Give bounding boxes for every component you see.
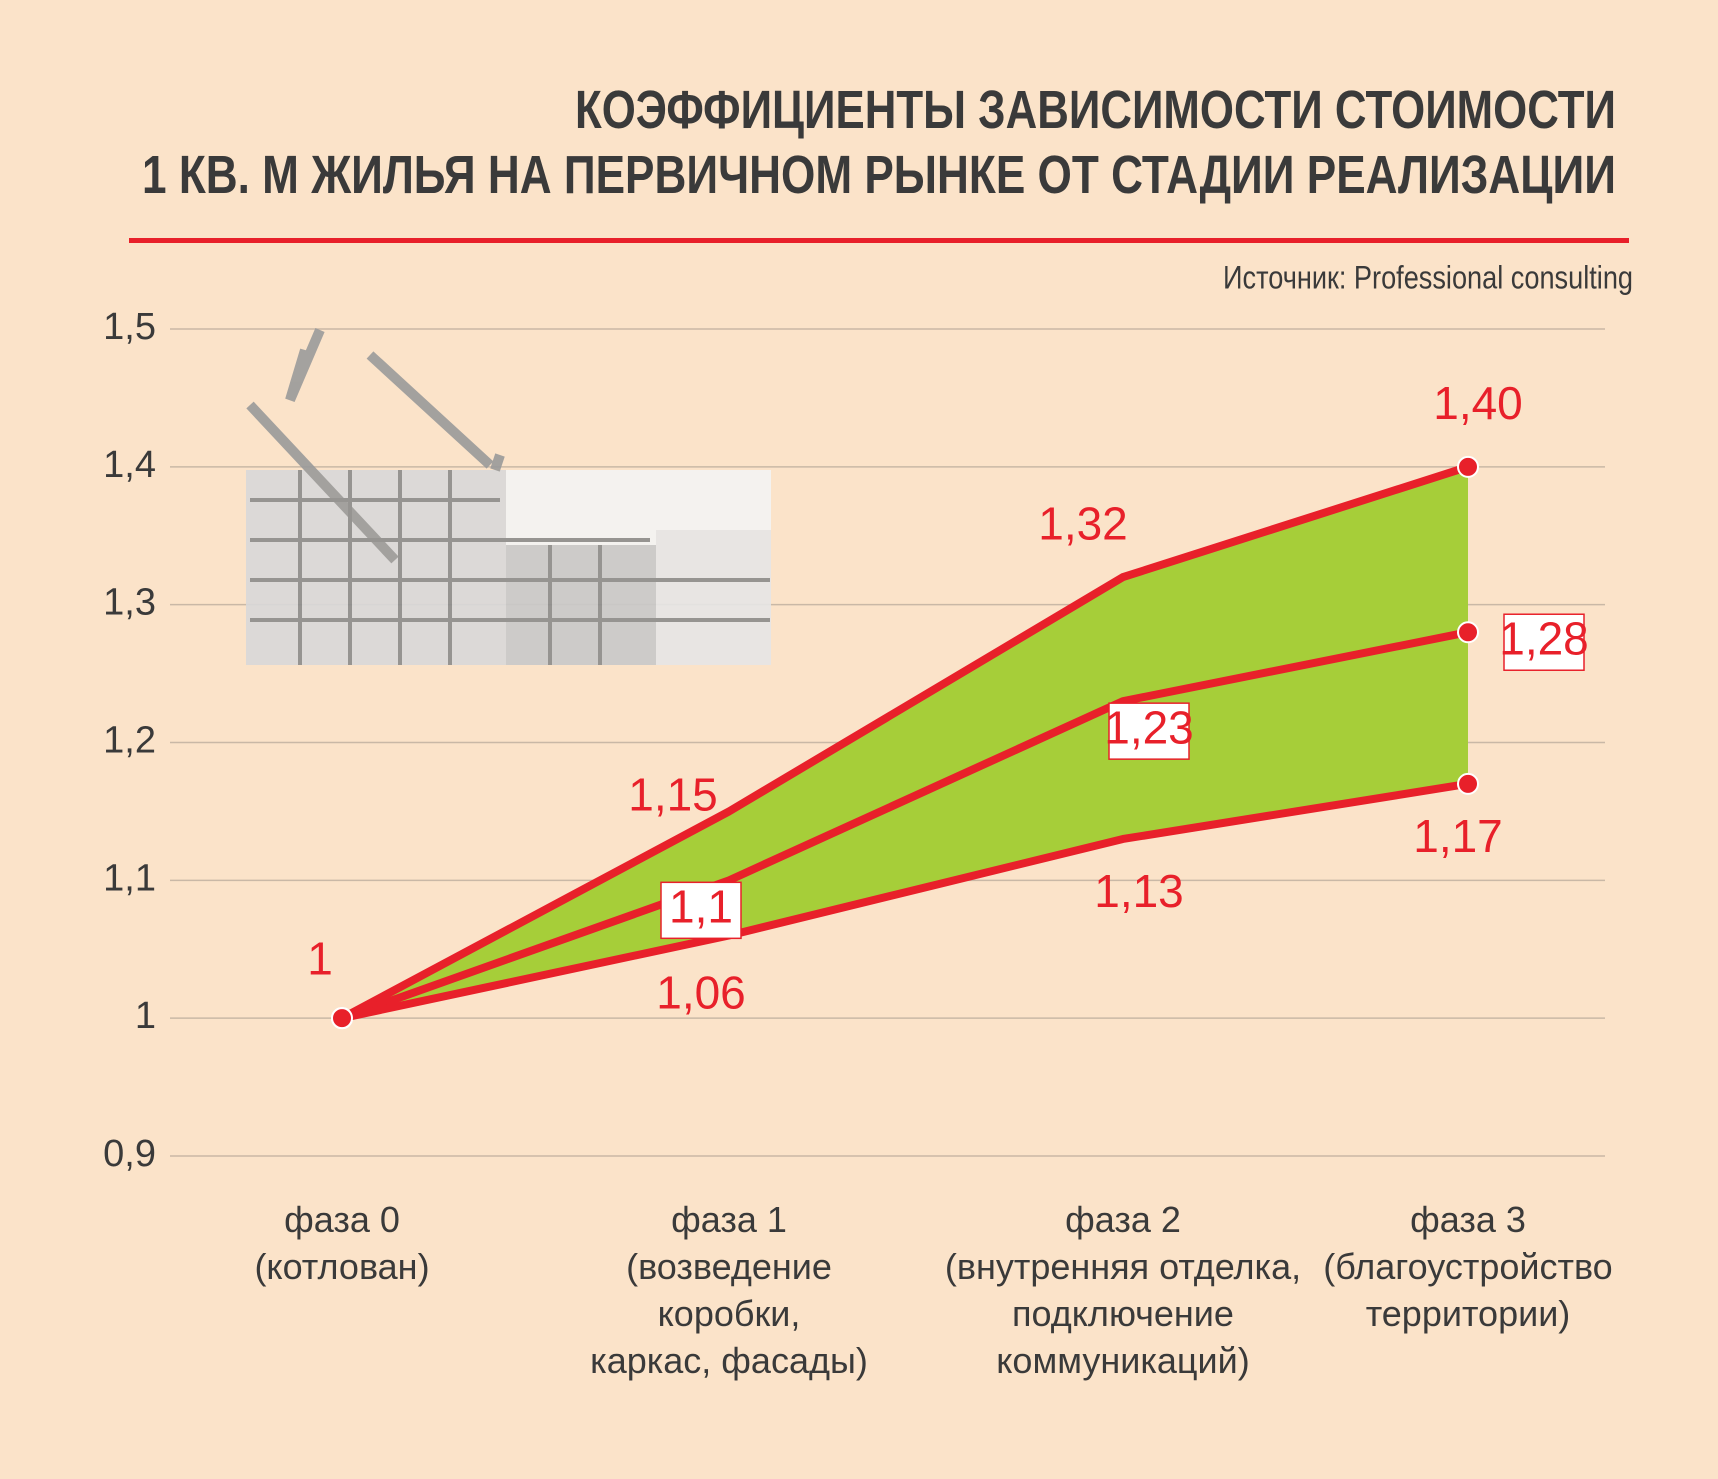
y-tick-label: 1,1 [103,857,156,899]
value-label-box [660,881,742,940]
building [246,470,506,665]
value-label: 1,06 [656,967,746,1019]
y-tick-label: 1,3 [103,582,156,624]
point [1457,772,1479,795]
value-label: 1,28 [1499,612,1589,664]
chart-title: 1 КВ. М ЖИЛЬЯ НА ПЕРВИЧНОМ РЫНКЕ ОТ СТАД… [142,145,1616,205]
title-rule [129,238,1629,243]
y-tick-label: 0,9 [103,1133,156,1175]
y-tick-label: 1,5 [103,306,156,348]
value-label: 1,15 [628,769,718,821]
source: Источник: Professional consulting [1223,259,1633,295]
building [656,530,771,665]
value-label: 1 [307,932,333,984]
value-label: 1,13 [1094,865,1184,917]
y-tick-label: 1,2 [103,720,156,762]
point [1457,455,1479,478]
series-line [340,463,1470,1022]
plot: 1 1,15 1,32 1,40 1,1 1,23 1,28 1,06 1,13 1,17 [307,377,1589,1030]
series-line [341,779,1469,1023]
point [1457,621,1479,644]
value-label: 1,40 [1433,377,1523,429]
chart-title: КОЭФФИЦИЕНТЫ ЗАВИСИМОСТИ СТОИМОСТИ [575,80,1616,140]
x-tick-label: фаза 0 (котлован) [254,1199,429,1287]
frame [250,470,770,665]
value-label: 1,17 [1413,810,1503,862]
series-line [340,628,1469,1022]
value-label: 1,1 [669,880,733,932]
y-tick-label: 1,4 [103,444,156,486]
grid: 0,9 1 1,1 1,2 1,3 1,4 1,5 фаза 0 (котлован) фаза … [103,306,1613,1380]
x-tick-label: фаза 1 (возведение коробки, каркас, фасады) [590,1199,868,1381]
range-band [342,466,1468,1019]
value-label: 1,32 [1038,497,1128,549]
building-illustration [246,328,771,665]
crane [246,328,505,564]
x-tick-label: фаза 3 (благоустройство территории) [1323,1199,1612,1334]
building [506,545,656,665]
x-tick-label: фаза 2 (внутренняя отделка, подключение ком… [945,1199,1301,1381]
value-label-box [1503,613,1585,671]
y-tick-label: 1 [135,995,156,1037]
value-label-box [1108,702,1190,760]
value-label: 1,23 [1104,701,1194,753]
point [331,1007,353,1030]
